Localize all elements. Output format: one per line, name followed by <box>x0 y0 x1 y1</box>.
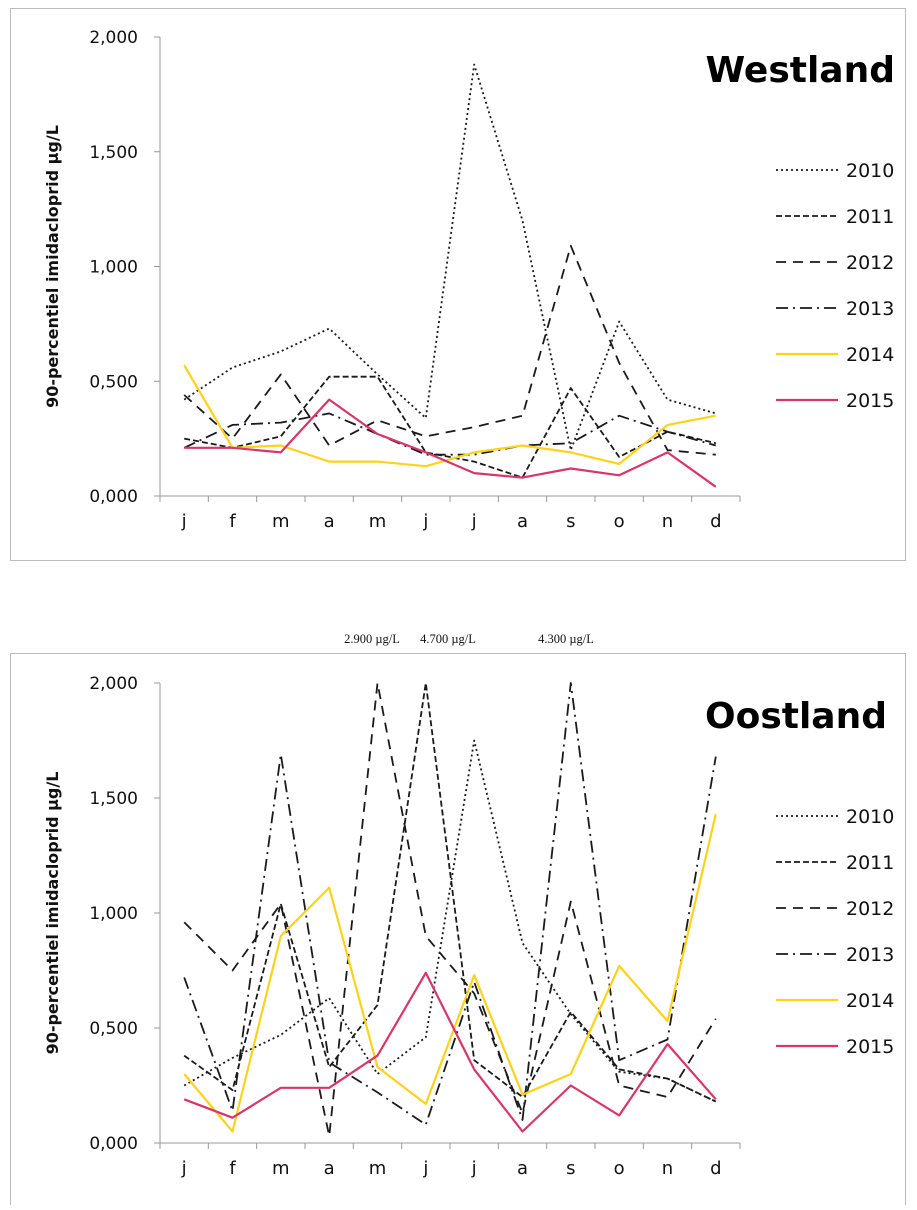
x-tick-label: a <box>324 511 335 532</box>
series-line-2015 <box>183 971 717 1133</box>
offscale-note: 4.300 µg/L <box>538 632 594 646</box>
x-tick-label: d <box>710 511 721 532</box>
x-tick-label: a <box>517 1158 528 1179</box>
x-tick-label: d <box>710 1158 721 1179</box>
x-tick-label: f <box>229 1158 236 1179</box>
x-tick-label: m <box>369 1158 387 1179</box>
legend-label-2011: 2011 <box>846 852 894 874</box>
series-line-2014 <box>183 813 717 1133</box>
x-tick-label: a <box>517 511 528 532</box>
y-axis-label: 90-percentiel imidacloprid µg/L <box>43 125 62 408</box>
x-tick-label: s <box>566 511 575 532</box>
series-line-2010 <box>183 739 717 1103</box>
y-tick-label: 1,000 <box>89 258 138 278</box>
series-line-2015 <box>184 398 717 488</box>
y-tick-label: 0,000 <box>89 1134 138 1154</box>
y-axis-label: 90-percentiel imidacloprid µg/L <box>43 772 62 1055</box>
series-line-2014 <box>183 364 717 468</box>
series-line-2010 <box>183 63 717 452</box>
legend-label-2013: 2013 <box>846 944 894 966</box>
series-line-2012 <box>183 244 716 456</box>
x-tick-label: j <box>181 1158 187 1179</box>
chart-title: Westland <box>705 50 895 91</box>
chart-frame <box>10 8 906 561</box>
y-tick-label: 1,000 <box>89 904 138 924</box>
y-tick-label: 0,500 <box>89 1019 138 1039</box>
series-line-2013 <box>183 412 717 456</box>
series-line-2011 <box>183 682 717 1103</box>
chart-panel-oostland: 0,000 0,500 1,000 1,500 2,000 j f m a m j j a s o n d 90-… <box>10 632 906 1206</box>
x-tick-label: m <box>369 511 387 532</box>
x-tick-label: n <box>662 1158 673 1179</box>
x-tick-label: j <box>471 511 477 532</box>
legend-label-2014: 2014 <box>846 990 894 1012</box>
legend-label-2010: 2010 <box>846 160 894 182</box>
x-tick-label: j <box>471 1158 477 1179</box>
x-tick-label: o <box>614 1158 625 1179</box>
chart-panel-westland: 0,000 0,500 1,000 1,500 2,000 j f m a m j j a s o n d 90-… <box>10 8 906 561</box>
x-tick-label: n <box>662 511 673 532</box>
x-tick-label: j <box>422 511 428 532</box>
legend-label-2014: 2014 <box>846 344 894 366</box>
x-tick-label: o <box>614 511 625 532</box>
x-tick-label: a <box>324 1158 335 1179</box>
series-line-2012 <box>183 682 717 1137</box>
legend-label-2015: 2015 <box>846 390 894 412</box>
y-tick-label: 0,000 <box>89 487 138 507</box>
x-tick-label: j <box>422 1158 428 1179</box>
y-tick-label: 0,500 <box>89 372 138 392</box>
chart-title: Oostland <box>705 696 887 737</box>
y-tick-label: 1,500 <box>89 789 138 809</box>
offscale-note: 2.900 µg/L <box>344 632 400 646</box>
legend-label-2012: 2012 <box>846 252 894 274</box>
x-tick-label: m <box>272 1158 290 1179</box>
legend-label-2011: 2011 <box>846 206 894 228</box>
y-tick-label: 1,500 <box>89 143 138 163</box>
legend-label-2013: 2013 <box>846 298 894 320</box>
series-line-2013 <box>183 682 717 1126</box>
legend-label-2010: 2010 <box>846 806 894 828</box>
legend-label-2012: 2012 <box>846 898 894 920</box>
x-tick-label: f <box>229 511 236 532</box>
legend-label-2015: 2015 <box>846 1036 894 1058</box>
series-line-2011 <box>184 375 717 479</box>
offscale-note: 4.700 µg/L <box>420 632 476 646</box>
y-tick-label: 2,000 <box>89 28 138 48</box>
x-tick-label: m <box>272 511 290 532</box>
x-tick-label: s <box>566 1158 575 1179</box>
y-tick-label: 2,000 <box>89 674 138 694</box>
x-tick-label: j <box>181 511 187 532</box>
